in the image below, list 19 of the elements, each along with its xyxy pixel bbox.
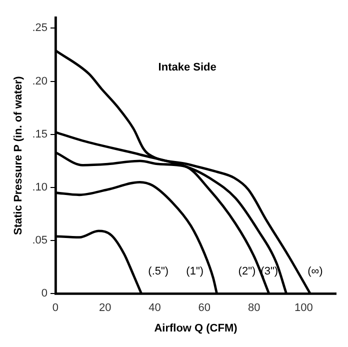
annotation: (2") bbox=[238, 266, 256, 278]
x-tick-label: 20 bbox=[99, 302, 112, 314]
y-tick-label: .05 bbox=[32, 234, 48, 247]
x-tick-label: 40 bbox=[148, 302, 161, 314]
x-tick-label: 80 bbox=[248, 302, 260, 314]
y-tick-label: 0 bbox=[41, 288, 48, 300]
text: Intake Side bbox=[158, 61, 216, 74]
x-tick-label: 100 bbox=[294, 302, 313, 314]
annotation: (∞) bbox=[308, 266, 323, 278]
y-tick-label: .25 bbox=[32, 22, 48, 34]
y-tick-label: .15 bbox=[32, 128, 48, 140]
y-axis-title: Static Pressure P (in. of water) bbox=[12, 76, 25, 235]
annotation: (1") bbox=[186, 266, 204, 278]
x-axis-title: Airflow Q (CFM) bbox=[154, 322, 238, 334]
x-tick-label: 0 bbox=[52, 302, 59, 314]
x-tick-label: 60 bbox=[198, 302, 211, 314]
y-tick-label: .20 bbox=[32, 75, 48, 88]
y-tick-label: .10 bbox=[32, 181, 48, 194]
annotation: (.5") bbox=[148, 266, 169, 278]
